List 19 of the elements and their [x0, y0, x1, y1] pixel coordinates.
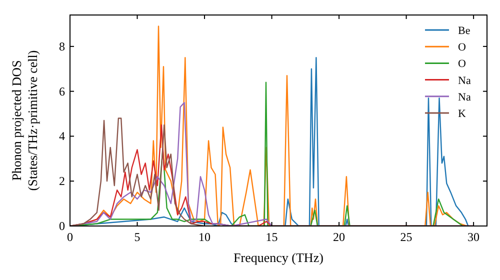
x-tick-label: 20	[333, 230, 346, 244]
legend-label: Be	[458, 25, 470, 37]
x-tick-label: 5	[134, 230, 140, 244]
y-tick-label: 0	[59, 219, 65, 233]
x-tick-label: 25	[400, 230, 412, 244]
x-axis-title: Frequency (THz)	[234, 250, 324, 265]
x-tick-label: 10	[198, 230, 211, 244]
y-tick-label: 4	[59, 129, 65, 144]
legend-label: O	[458, 58, 466, 70]
x-tick-label: 15	[266, 230, 278, 244]
legend-label: Na	[458, 91, 471, 104]
legend-label: O	[458, 42, 466, 54]
y-tick-label: 8	[59, 39, 65, 54]
x-tick-label: 30	[468, 230, 480, 244]
y-tick-label: 2	[59, 174, 65, 188]
legend-label: K	[458, 108, 466, 120]
legend-label: Na	[458, 74, 471, 87]
y-axis-title: Phonon projected DOS (States/THz·primitive cell)	[9, 50, 40, 191]
y-tick-label: 6	[59, 84, 65, 98]
